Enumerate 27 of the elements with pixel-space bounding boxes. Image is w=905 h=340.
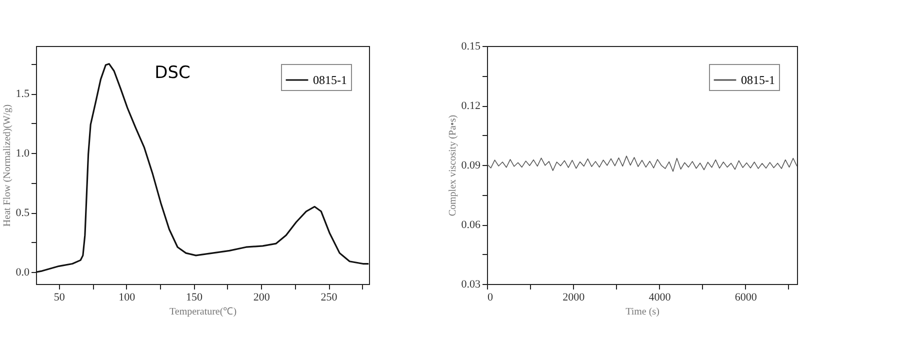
x-tick-label: 200 bbox=[253, 292, 270, 304]
y-axis-title: Heat Flow (Normalized)(W/g) bbox=[2, 104, 13, 227]
y-tick-label: 0.0 bbox=[16, 266, 30, 279]
x-tick-label: 4000 bbox=[648, 292, 672, 304]
line-series bbox=[486, 156, 798, 172]
x-axis-title: Time (s) bbox=[626, 306, 660, 318]
y-axis-title: Complex viscosity (Pa•s) bbox=[447, 114, 458, 216]
x-tick-label: 0 bbox=[488, 292, 494, 304]
y-tick-label: 0.09 bbox=[461, 160, 481, 172]
x-tick-label: 6000 bbox=[734, 292, 758, 304]
x-tick-label: 150 bbox=[186, 292, 203, 304]
x-axis-title: Temperature(℃) bbox=[169, 306, 237, 318]
y-tick-label: 0.12 bbox=[461, 100, 480, 112]
legend-label: 0815-1 bbox=[741, 73, 775, 87]
text: DSC bbox=[154, 63, 190, 83]
x-tick-label: 100 bbox=[118, 292, 136, 304]
x-tick-label: 250 bbox=[320, 292, 338, 304]
y-tick-label: 0.15 bbox=[461, 40, 481, 52]
y-tick-label: 1.0 bbox=[16, 148, 30, 160]
x-tick-label: 2000 bbox=[562, 292, 586, 304]
y-tick-label: 0.5 bbox=[16, 207, 30, 220]
y-tick-label: 0.03 bbox=[461, 278, 481, 290]
legend-label: 0815-1 bbox=[313, 73, 347, 87]
y-tick-label: 1.5 bbox=[16, 88, 30, 100]
line-series bbox=[35, 63, 370, 273]
x-tick-label: 50 bbox=[54, 292, 66, 304]
y-tick-label: 0.06 bbox=[461, 219, 481, 231]
